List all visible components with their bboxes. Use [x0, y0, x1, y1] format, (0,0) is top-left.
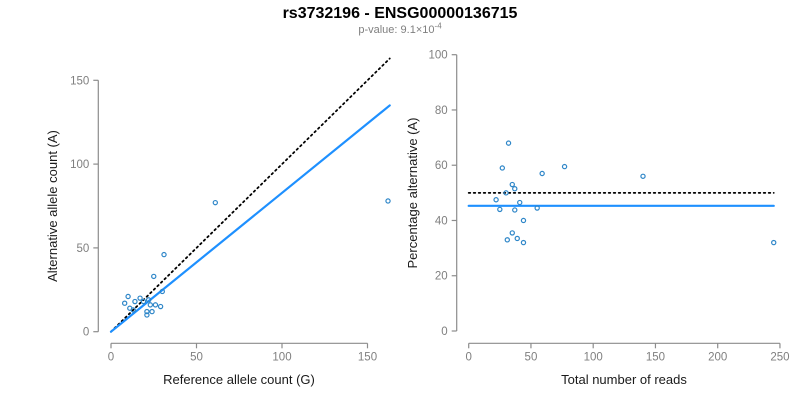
- data-point: [504, 237, 510, 243]
- data-point: [152, 302, 159, 308]
- regression-line: [109, 104, 391, 333]
- p-value-mantissa: 9.1: [400, 24, 416, 36]
- data-point: [157, 303, 164, 310]
- data-point: [145, 297, 152, 303]
- x-tick-label: 100: [272, 351, 291, 363]
- data-point: [149, 308, 155, 315]
- x-tick-label: 0: [108, 351, 114, 363]
- data-point: [385, 198, 391, 204]
- y-tick-label: 100: [429, 50, 448, 62]
- data-point: [520, 217, 527, 224]
- data-point: [147, 302, 154, 308]
- data-point: [505, 140, 512, 146]
- x-tick-label: 50: [525, 351, 538, 363]
- data-point: [499, 165, 506, 171]
- data-point: [520, 239, 527, 246]
- data-point: [561, 163, 568, 170]
- page-title: rs3732196 - ENSG00000136715: [282, 5, 518, 22]
- data-point: [509, 181, 515, 188]
- y-tick-label: 100: [70, 159, 89, 171]
- y-tick-label: 150: [70, 75, 89, 87]
- percentage-vs-reads-scatter: 0 50 100 150 200 250 0 20 40 60 80 100 Total number …: [405, 50, 790, 387]
- p-value-base: 10: [422, 24, 435, 36]
- x-axis-title: Reference allele count (G): [163, 372, 315, 387]
- data-point: [144, 312, 150, 318]
- data-point: [140, 298, 147, 305]
- y-tick-label: 40: [435, 215, 448, 227]
- data-point: [161, 251, 167, 258]
- y-tick-label: 20: [435, 271, 448, 283]
- data-point: [539, 170, 545, 177]
- data-point: [771, 239, 777, 246]
- y-axis-title: Alternative allele count (A): [45, 130, 60, 282]
- data-point: [503, 190, 509, 196]
- data-point: [512, 186, 518, 192]
- data-point: [640, 173, 646, 179]
- data-point: [130, 307, 136, 313]
- data-point: [137, 295, 143, 301]
- data-point: [514, 235, 520, 242]
- y-axis-title: Percentage alternative (A): [405, 117, 420, 268]
- data-point: [517, 199, 523, 206]
- data-point: [132, 298, 138, 305]
- multiplication-sign-icon: ×: [415, 24, 423, 36]
- data-point: [493, 197, 499, 203]
- data-point: [121, 300, 128, 306]
- p-value-subtitle: p-value: 9.1×10-4: [0, 21, 800, 36]
- x-tick-label: 150: [646, 351, 665, 363]
- x-axis-title: Total number of reads: [561, 372, 687, 387]
- x-tick-label: 150: [358, 351, 377, 363]
- x-tick-label: 0: [465, 351, 471, 363]
- x-tick-label: 200: [708, 351, 727, 363]
- y-tick-label: 0: [83, 327, 89, 339]
- identity-line: [110, 57, 391, 333]
- allele-counts-scatter: 0 50 100 150 0 50 100 150 Reference allele count…: [45, 57, 391, 387]
- y-tick-label: 50: [77, 243, 90, 255]
- x-tick-label: 250: [770, 351, 789, 363]
- x-tick-label: 100: [584, 351, 603, 363]
- data-point: [212, 199, 219, 206]
- p-value-exponent: -4: [434, 21, 442, 31]
- data-point: [512, 207, 518, 213]
- data-point: [497, 206, 503, 213]
- data-point: [159, 288, 165, 295]
- data-point: [144, 308, 150, 315]
- data-point: [534, 205, 540, 211]
- y-tick-label: 0: [441, 326, 447, 338]
- x-tick-label: 50: [190, 351, 203, 363]
- y-tick-label: 80: [435, 105, 448, 117]
- data-point: [151, 273, 157, 280]
- y-tick-label: 60: [435, 160, 448, 172]
- data-point: [509, 230, 515, 236]
- p-value-label: p-value:: [358, 24, 401, 36]
- data-point: [125, 293, 131, 300]
